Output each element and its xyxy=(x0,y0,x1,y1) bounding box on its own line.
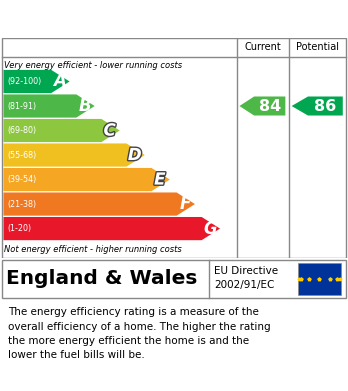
Text: (81-91): (81-91) xyxy=(8,102,37,111)
Text: Not energy efficient - higher running costs: Not energy efficient - higher running co… xyxy=(4,245,182,254)
Text: D: D xyxy=(128,146,142,164)
Text: (1-20): (1-20) xyxy=(8,224,32,233)
Polygon shape xyxy=(3,94,95,118)
Text: 86: 86 xyxy=(314,99,337,113)
Text: (39-54): (39-54) xyxy=(8,175,37,184)
Text: G: G xyxy=(203,220,217,238)
Text: F: F xyxy=(179,195,191,213)
Text: (21-38): (21-38) xyxy=(8,199,37,208)
Text: Potential: Potential xyxy=(296,42,339,52)
Polygon shape xyxy=(3,217,220,240)
Text: E: E xyxy=(154,170,166,188)
Text: A: A xyxy=(53,72,66,90)
FancyBboxPatch shape xyxy=(298,263,341,295)
Text: Energy Efficiency Rating: Energy Efficiency Rating xyxy=(9,10,238,28)
Text: 84: 84 xyxy=(259,99,281,113)
Polygon shape xyxy=(3,192,195,216)
Text: C: C xyxy=(103,122,116,140)
Text: The energy efficiency rating is a measure of the
overall efficiency of a home. T: The energy efficiency rating is a measur… xyxy=(8,307,270,361)
Text: (69-80): (69-80) xyxy=(8,126,37,135)
Polygon shape xyxy=(3,119,120,142)
Text: B: B xyxy=(78,97,91,115)
Polygon shape xyxy=(3,70,70,93)
Polygon shape xyxy=(239,97,285,115)
Text: Current: Current xyxy=(244,42,281,52)
Polygon shape xyxy=(3,143,145,167)
Polygon shape xyxy=(292,97,343,115)
Text: EU Directive: EU Directive xyxy=(214,266,278,276)
Polygon shape xyxy=(3,168,170,191)
Text: (92-100): (92-100) xyxy=(8,77,42,86)
Text: England & Wales: England & Wales xyxy=(6,269,198,288)
Text: Very energy efficient - lower running costs: Very energy efficient - lower running co… xyxy=(4,61,182,70)
Text: (55-68): (55-68) xyxy=(8,151,37,160)
Text: 2002/91/EC: 2002/91/EC xyxy=(214,280,274,290)
